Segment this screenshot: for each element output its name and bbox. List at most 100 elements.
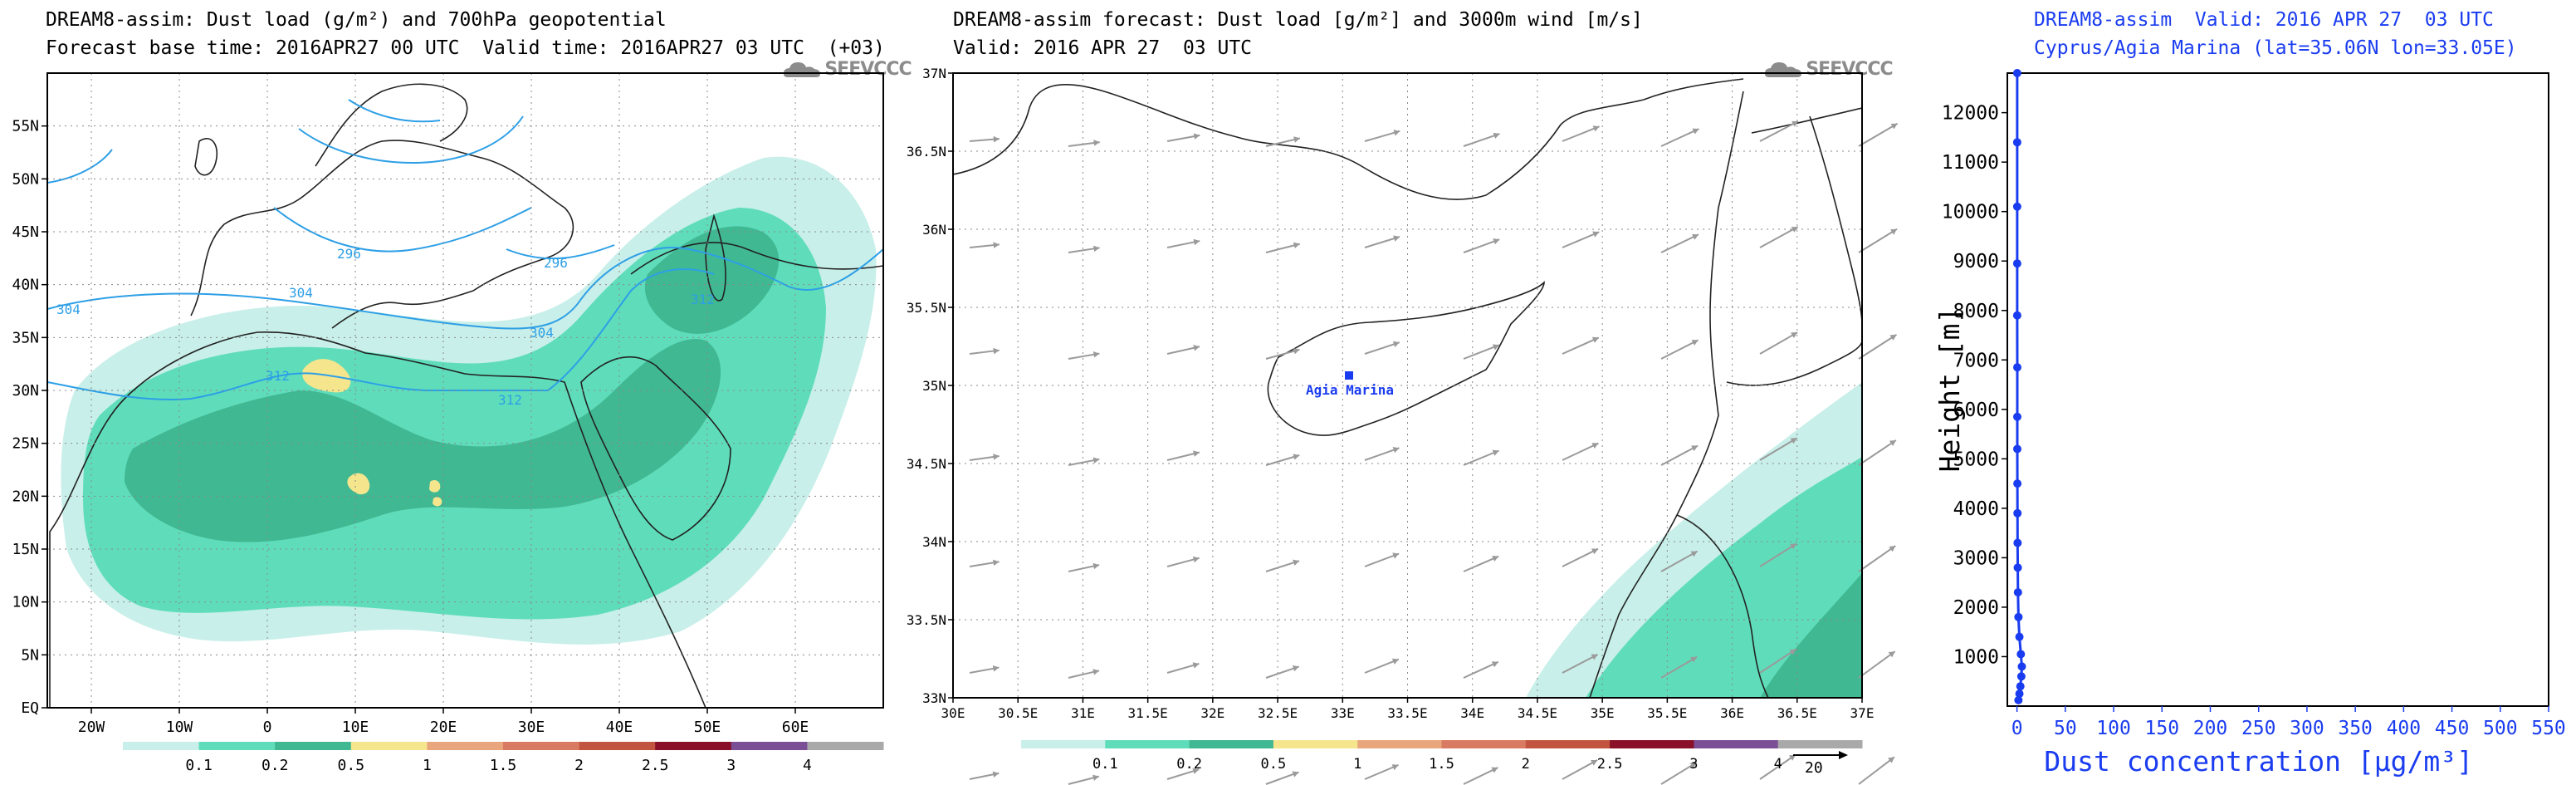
wind-arrow xyxy=(1463,238,1500,253)
profile-point xyxy=(2013,563,2022,572)
colorbar-label: 2 xyxy=(574,757,584,774)
middle-map-subtitle: Valid: 2016 APR 27 03 UTC xyxy=(953,37,1253,59)
y-tick-label: 50N xyxy=(12,170,39,188)
x-tick-label: 36.5E xyxy=(1777,705,1817,721)
contour-label: 312 xyxy=(691,292,715,307)
wind-arrow xyxy=(1562,336,1600,355)
wind-arrowhead xyxy=(1392,341,1400,348)
x-tick-label: 0 xyxy=(263,719,272,736)
y-tick-label: 33N xyxy=(922,690,946,706)
contour-label: 304 xyxy=(530,325,554,341)
wind-arrowhead xyxy=(1393,130,1400,136)
wind-reference-arrow: 20 xyxy=(1793,751,1848,777)
profile-point xyxy=(2014,695,2023,704)
y-tick-label: 11000 xyxy=(1942,152,1999,174)
wind-arrowhead xyxy=(993,454,1000,460)
profile-point xyxy=(2016,650,2026,659)
colorbar-swatch xyxy=(731,742,808,750)
profile-point xyxy=(2016,682,2025,691)
x-tick-label: 100 xyxy=(2096,718,2131,739)
y-tick-label: 3000 xyxy=(1953,547,1999,569)
border-inland xyxy=(1726,340,1862,386)
wind-arrow xyxy=(1660,233,1699,253)
colorbar-label: 1 xyxy=(1353,756,1361,773)
colorbar-label: 0.2 xyxy=(262,757,289,774)
vertical-profile-plot: 0 50 100 150 200 250 300 350 400 450 500 550 1000 200… xyxy=(1933,69,2566,778)
y-tick-label: 5N xyxy=(21,646,39,664)
profile-point xyxy=(2012,444,2021,454)
x-tick-label: 40E xyxy=(606,719,633,736)
profile-point xyxy=(2012,138,2021,147)
wind-arrowhead xyxy=(1391,658,1399,665)
border-south xyxy=(1676,514,1769,698)
y-tick-label: 37N xyxy=(922,66,946,81)
colorbar-swatch xyxy=(1273,740,1358,748)
wind-arrowhead xyxy=(1293,136,1300,143)
x-tick-label: 350 xyxy=(2338,718,2373,739)
profile-point xyxy=(2012,363,2021,372)
wind-arrow xyxy=(1463,344,1500,360)
wind-arrow xyxy=(1660,762,1698,785)
colorbar-swatch xyxy=(198,742,276,750)
colorbar-label: 3 xyxy=(1689,756,1698,773)
wind-arrowhead xyxy=(1592,231,1600,238)
wind-arrow xyxy=(1364,763,1399,780)
coastline-africa xyxy=(49,331,706,708)
logo-text: SEEVCCC xyxy=(1806,59,1893,80)
wind-arrowhead xyxy=(1790,438,1797,444)
colorbar-swatch xyxy=(123,742,200,750)
wind-arrowhead xyxy=(1591,654,1598,660)
dust-area-strong-cyprus xyxy=(1760,573,1862,698)
wind-arrowhead xyxy=(1192,662,1200,669)
colorbar-label: 0.1 xyxy=(185,757,213,774)
colorbar-label: 1.5 xyxy=(1429,756,1454,773)
x-tick-label: 35E xyxy=(1591,705,1615,721)
x-tick-label: 250 xyxy=(2241,718,2276,739)
y-tick-label: 35N xyxy=(922,378,946,394)
contour-label: 312 xyxy=(498,392,522,408)
middle-map-title: DREAM8-assim forecast: Dust load [g/m²] … xyxy=(953,9,1643,31)
colorbar-swatch xyxy=(350,742,428,750)
y-axis-label: Height [m] xyxy=(1933,307,1966,473)
profile-point xyxy=(2013,479,2022,488)
wind-arrowhead xyxy=(1889,546,1896,552)
colorbar-swatch xyxy=(1694,740,1779,748)
wind-arrowhead xyxy=(1092,351,1100,358)
colorbar-label: 1 xyxy=(423,757,432,774)
y-tick-label: 25N xyxy=(12,435,39,453)
x-tick-label: 37E xyxy=(1850,705,1875,721)
x-tick-label: 20E xyxy=(430,719,457,736)
wind-arrow xyxy=(1858,439,1897,466)
y-tick-label: 5000 xyxy=(1953,449,1999,470)
y-tick-label: 6000 xyxy=(1953,400,1999,421)
y-tick-label: 30N xyxy=(12,382,39,400)
dust-hotspot-4 xyxy=(433,497,442,507)
left-map-title: DREAM8-assim: Dust load (g/m²) and 700hP… xyxy=(46,9,667,31)
wind-arrowhead xyxy=(1789,649,1796,655)
wind-arrowhead xyxy=(1193,238,1200,246)
wind-arrow xyxy=(1364,341,1400,355)
wind-arrow xyxy=(1562,653,1599,674)
wind-arrowhead xyxy=(1690,656,1698,663)
wind-arrowhead xyxy=(1888,651,1895,658)
y-tick-label: 10000 xyxy=(1942,202,1999,223)
wind-arrowhead xyxy=(1790,543,1797,550)
wind-arrowhead xyxy=(1293,242,1300,249)
x-tick-label: 32.5E xyxy=(1258,705,1298,721)
wind-arrowhead xyxy=(1492,344,1499,351)
wind-arrowhead xyxy=(992,771,1000,778)
coastline-uk xyxy=(194,138,218,176)
wind-arrow xyxy=(1364,552,1400,567)
wind-arrowhead xyxy=(1591,548,1599,555)
x-tick-label: 31E xyxy=(1071,705,1095,721)
profile-point xyxy=(2012,311,2021,320)
y-tick-label: 4000 xyxy=(1953,498,1999,520)
wind-arrow xyxy=(1463,555,1499,572)
wind-arrowhead xyxy=(1491,767,1498,773)
wind-arrowhead xyxy=(1888,757,1894,763)
x-tick-label: 200 xyxy=(2193,718,2228,739)
profile-point xyxy=(2013,588,2022,597)
x-tick-label: 33E xyxy=(1331,705,1355,721)
colorbar-swatch xyxy=(1021,740,1106,748)
